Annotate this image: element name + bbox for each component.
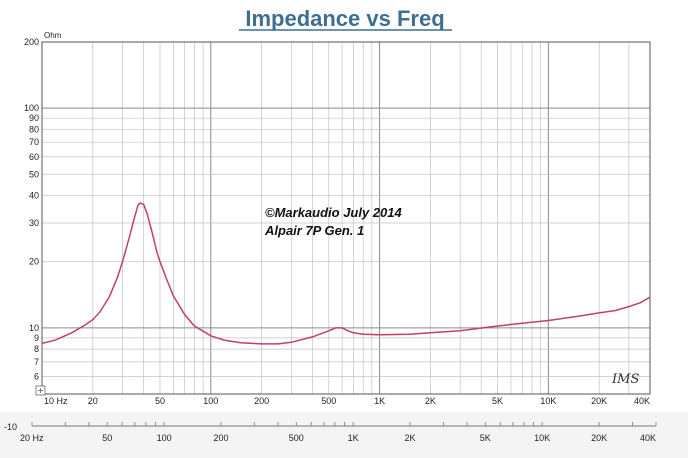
y-tick-label: 6 bbox=[34, 372, 39, 382]
annotation-model: Alpair 7P Gen. 1 bbox=[264, 223, 364, 238]
y-tick-label: 20 bbox=[29, 257, 39, 267]
x-tick-label: 200 bbox=[254, 396, 269, 406]
ims-watermark: IMS bbox=[611, 372, 639, 387]
y-tick-label: 60 bbox=[29, 152, 39, 162]
lower-axis-tick-label: 500 bbox=[289, 433, 304, 443]
y-tick-label: 7 bbox=[34, 357, 39, 367]
x-tick-label: 500 bbox=[321, 396, 336, 406]
y-unit-label: Ohm bbox=[44, 31, 62, 40]
y-tick-label: 9 bbox=[34, 333, 39, 343]
x-tick-label: 2K bbox=[425, 396, 436, 406]
x-tick-label: 20 bbox=[88, 396, 98, 406]
lower-axis-tick-label: 1K bbox=[348, 433, 359, 443]
x-tick-label: 100 bbox=[203, 396, 218, 406]
lower-axis-left-label: -10 bbox=[4, 422, 17, 432]
y-tick-label: 100 bbox=[24, 103, 39, 113]
lower-axis-tick-label: 50 bbox=[102, 433, 112, 443]
chart-title: Impedance vs Freq bbox=[245, 6, 444, 31]
plot-frame bbox=[41, 41, 651, 395]
y-tick-label: 80 bbox=[29, 124, 39, 134]
lower-axis-tick-label: 20 Hz bbox=[20, 433, 44, 443]
lower-axis-tick-label: 10K bbox=[534, 433, 550, 443]
x-tick-label: 20K bbox=[591, 396, 607, 406]
corner-icon bbox=[35, 385, 46, 396]
y-tick-label: 90 bbox=[29, 113, 39, 123]
x-tick-label: 5K bbox=[492, 396, 503, 406]
x-tick-label: 40K bbox=[634, 396, 650, 406]
lower-axis-tick-label: 200 bbox=[214, 433, 229, 443]
lower-axis-tick-label: 5K bbox=[480, 433, 491, 443]
y-tick-label: 30 bbox=[29, 218, 39, 228]
y-tick-label: 70 bbox=[29, 137, 39, 147]
lower-axis-strip bbox=[0, 412, 688, 458]
x-tick-label: 10 Hz bbox=[44, 396, 68, 406]
lower-axis-tick-label: 2K bbox=[405, 433, 416, 443]
x-tick-label: 50 bbox=[155, 396, 165, 406]
impedance-curve bbox=[41, 202, 651, 345]
y-tick-label: 8 bbox=[34, 344, 39, 354]
x-tick-label: 1K bbox=[374, 396, 385, 406]
lower-axis-ticks: 20 Hz 50 100 200 500 1K 2K 5K 10K 20K 40K bbox=[20, 422, 657, 443]
grid bbox=[41, 42, 651, 394]
x-tick-label: 10K bbox=[540, 396, 556, 406]
lower-axis-tick-label: 40K bbox=[640, 433, 656, 443]
lower-axis-tick-label: 100 bbox=[157, 433, 172, 443]
y-tick-label: 10 bbox=[29, 323, 39, 333]
y-tick-label: 200 bbox=[24, 37, 39, 47]
annotation-copyright: ©Markaudio July 2014 bbox=[265, 205, 403, 220]
y-tick-label: 40 bbox=[29, 191, 39, 201]
x-axis-ticks: 10 Hz 20 50 100 200 500 1K 2K 5K 10K 20K 40K bbox=[44, 396, 650, 406]
y-tick-label: 50 bbox=[29, 169, 39, 179]
lower-axis-tick-label: 20K bbox=[591, 433, 607, 443]
